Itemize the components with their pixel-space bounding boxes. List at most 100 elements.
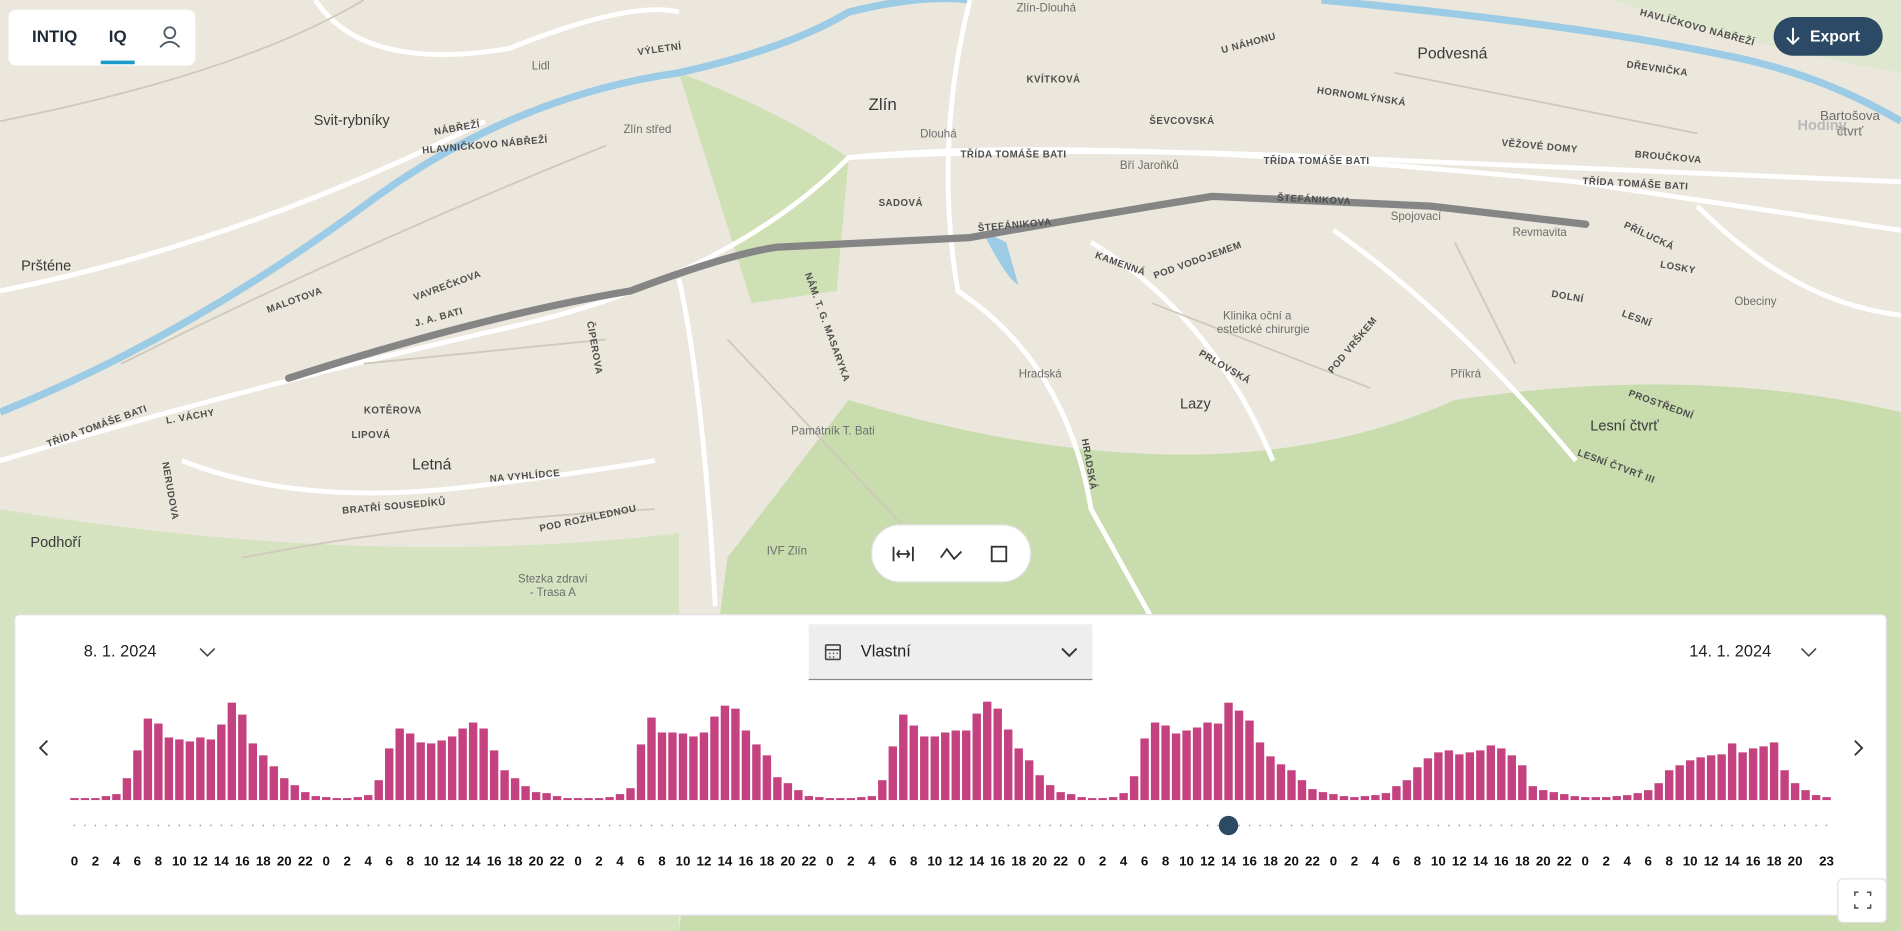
date-from[interactable]: 8. 1. 2024 <box>84 643 157 661</box>
x-tick-label: 12 <box>193 853 208 868</box>
timeline-dot <box>1374 824 1377 827</box>
bar <box>909 725 918 801</box>
bar <box>1769 742 1779 801</box>
date-from-chevron[interactable] <box>199 647 216 657</box>
bar <box>206 739 216 801</box>
x-tick-label: 23 <box>1819 853 1834 868</box>
timeline-dot <box>126 824 128 827</box>
bar <box>479 728 488 801</box>
timeline-dot <box>1636 824 1639 827</box>
export-button[interactable]: Export <box>1773 16 1883 56</box>
map-label: Příkrá <box>1450 369 1481 381</box>
timeline-dot <box>1364 824 1366 827</box>
brand[interactable]: INTIQ <box>32 27 77 46</box>
timeline-dot <box>388 824 391 827</box>
tab-iq[interactable]: IQ <box>109 27 127 46</box>
hodiny-overlay[interactable]: Hodiny <box>1797 118 1846 134</box>
range-chevron[interactable] <box>1061 647 1078 658</box>
bar <box>416 742 425 801</box>
bar <box>238 714 247 801</box>
timeline-dot <box>965 824 968 827</box>
bar <box>1224 702 1233 801</box>
bar <box>1276 764 1286 801</box>
timeline-dot <box>178 824 181 827</box>
bar <box>657 732 667 801</box>
bar <box>1675 765 1684 801</box>
x-tick-label: 0 <box>826 853 833 868</box>
timeline-dot <box>262 824 265 827</box>
timeline-dot <box>839 824 842 827</box>
bar <box>762 755 772 801</box>
timeline-dot <box>577 824 579 827</box>
bar <box>332 798 341 801</box>
bar <box>1811 795 1821 801</box>
timeline-dot <box>1584 824 1587 827</box>
x-tick-label: 4 <box>1120 853 1128 868</box>
fullscreen-button[interactable] <box>1837 878 1887 924</box>
x-tick-label: 16 <box>1494 853 1509 868</box>
timeline-dot <box>398 824 401 827</box>
bar <box>1476 750 1485 801</box>
date-to[interactable]: 14. 1. 2024 <box>1689 643 1771 661</box>
x-tick-label: 6 <box>385 853 392 868</box>
bar <box>1287 770 1296 801</box>
bar <box>699 732 709 801</box>
timeline-dot <box>1406 824 1408 827</box>
x-tick-label: 0 <box>1330 853 1337 868</box>
bar <box>1591 797 1600 801</box>
bar <box>1434 752 1443 801</box>
x-tick-label: 14 <box>1221 853 1236 868</box>
export-label[interactable]: Export <box>1810 29 1861 46</box>
measure-tool[interactable] <box>892 546 914 562</box>
timeline-dot <box>1143 824 1146 827</box>
timeline-dot <box>818 824 821 827</box>
timeline-dot <box>1448 824 1450 827</box>
range-label[interactable]: Vlastní <box>861 643 911 661</box>
timeline-dot <box>1385 824 1387 827</box>
x-tick-label: 8 <box>406 853 413 868</box>
user-icon[interactable] <box>159 26 181 48</box>
x-tick-label: 4 <box>113 853 121 868</box>
bar <box>1392 786 1401 801</box>
map-label: IVF Zlín <box>767 546 807 558</box>
map-label: estetické chirurgie <box>1217 324 1310 336</box>
x-tick-label: 6 <box>1644 853 1651 868</box>
bar <box>972 713 981 801</box>
x-tick-label: 2 <box>344 853 351 868</box>
x-tick-label: 2 <box>1099 853 1106 868</box>
timeline-dot <box>1794 824 1796 827</box>
area-tool[interactable] <box>990 545 1008 563</box>
timeline-dot <box>1280 824 1282 827</box>
timeline-dot <box>1343 824 1345 827</box>
bar <box>1549 792 1558 801</box>
map-label: KOTĚROVA <box>364 405 422 417</box>
x-tick-label: 4 <box>1624 853 1632 868</box>
bar <box>1182 730 1191 801</box>
bar <box>1024 760 1034 801</box>
date-to-chevron[interactable] <box>1800 647 1817 657</box>
timeline-dot <box>545 824 548 827</box>
bar <box>563 798 572 801</box>
prev-button[interactable] <box>38 740 49 756</box>
timeline-dot <box>1741 824 1744 827</box>
timeline-dot <box>954 824 957 827</box>
x-tick-label: 8 <box>1414 853 1421 868</box>
timeline-dot <box>1699 824 1702 827</box>
timeline-dot <box>703 824 705 827</box>
bar <box>343 798 352 801</box>
next-button[interactable] <box>1854 740 1864 756</box>
route-tool[interactable] <box>940 547 963 561</box>
bar <box>1717 754 1726 801</box>
bar <box>888 746 897 801</box>
x-tick-label: 10 <box>1431 853 1446 868</box>
map-label: Bartošova <box>1820 108 1881 123</box>
map-label: Obeciny <box>1734 296 1776 308</box>
time-slider-handle[interactable] <box>1218 815 1239 836</box>
timeline-dot <box>713 824 716 827</box>
range-select[interactable] <box>808 624 1093 681</box>
timeline-dot <box>1615 824 1618 827</box>
bar <box>1119 793 1128 801</box>
x-tick-label: 22 <box>550 853 565 868</box>
